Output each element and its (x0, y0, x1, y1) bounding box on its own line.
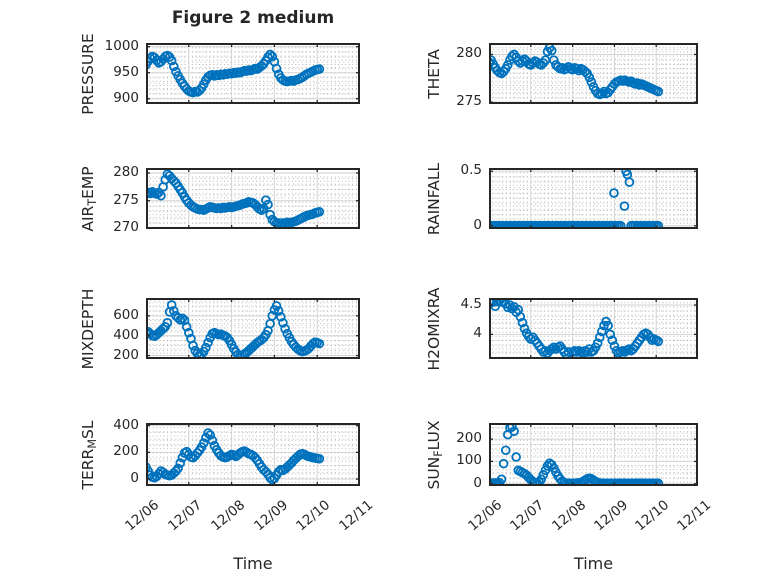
data-markers (489, 168, 664, 229)
plot-area (146, 43, 360, 104)
y-tick-label: 200 (113, 346, 139, 363)
y-tick-label: 0 (473, 474, 482, 491)
axes-border (489, 168, 698, 229)
axes-border (146, 168, 360, 229)
y-tick-label: 0 (130, 470, 139, 487)
plot-area (146, 168, 360, 229)
subplot-terr-msl: 0 200 400 TERRMSL 12/06 12/07 12/08 12/09 12/10 1… (79, 417, 376, 535)
y-tick-label: 100 (456, 452, 482, 469)
plot-area (489, 423, 698, 486)
y-axis-label: H2OMIXRA (425, 286, 443, 371)
plot-area (489, 168, 698, 229)
y-tick-label: 400 (113, 326, 139, 343)
subplot-sun-flux: 0 100 200 SUNFLUX 12/06 12/07 12/08 12/09 12/10 1… (425, 420, 714, 534)
data-markers (146, 49, 325, 98)
y-axis-label: AIRTEMP (79, 165, 100, 232)
y-tick-label: 4.5 (460, 296, 482, 313)
subplot-air-temp: 270 275 280 AIRTEMP (79, 164, 360, 235)
y-tick-label: 400 (113, 416, 139, 433)
data-markers (146, 428, 325, 485)
y-tick-label: 4 (473, 325, 482, 342)
x-tick-label: 12/08 (548, 497, 589, 535)
subplot-theta: 275 280 THETA (425, 43, 698, 109)
x-tick-label: 12/09 (590, 497, 631, 535)
data-markers (146, 300, 325, 359)
x-tick-label: 12/10 (293, 497, 334, 535)
x-tick-label: 12/07 (507, 497, 548, 535)
axes-border (146, 423, 360, 486)
x-tick-label: 12/11 (336, 497, 377, 535)
x-tick-label: 12/06 (465, 497, 506, 535)
x-axis-label-left: Time (233, 554, 273, 573)
y-tick-label: 950 (113, 63, 139, 80)
figure-title: Figure 2 medium (171, 8, 335, 28)
y-tick-label: 280 (456, 45, 482, 62)
y-tick-label: 200 (113, 443, 139, 460)
y-axis-label: PRESSURE (79, 32, 97, 115)
y-tick-label: 275 (456, 93, 482, 110)
y-tick-label: 270 (113, 219, 139, 236)
data-markers (489, 423, 664, 486)
x-tick-label: 12/06 (122, 497, 163, 535)
plot-area (489, 298, 698, 359)
y-axis-label: TERRMSL (79, 420, 100, 489)
axes-border (146, 298, 360, 359)
subplot-h2omixra: 4 4.5 H2OMIXRA (425, 287, 698, 370)
x-tick-label: 12/11 (674, 497, 715, 535)
subplot-pressure: 900 950 1000 PRESSURE (79, 33, 360, 114)
axes-border (489, 423, 698, 486)
plot-area (146, 423, 360, 486)
data-markers (489, 298, 664, 359)
y-tick-label: 900 (113, 89, 139, 106)
y-axis-label: THETA (425, 48, 443, 99)
axes-border (146, 43, 360, 104)
x-tick-label: 12/10 (632, 497, 673, 535)
x-tick-label: 12/08 (207, 497, 248, 535)
x-tick-label: 12/09 (250, 497, 291, 535)
y-axis-label: SUNFLUX (425, 419, 446, 490)
y-tick-label: 0.5 (460, 162, 482, 179)
y-tick-label: 600 (113, 306, 139, 323)
subplot-rainfall: 0 0.5 RAINFALL (425, 162, 698, 235)
data-markers (146, 169, 325, 229)
y-tick-label: 0 (473, 216, 482, 233)
x-tick-label: 12/07 (165, 497, 206, 535)
y-axis-label: RAINFALL (425, 162, 443, 235)
y-axis-label: MIXDEPTH (79, 288, 97, 369)
data-markers (489, 43, 664, 100)
plot-area (146, 298, 360, 359)
x-axis-label-right: Time (573, 554, 614, 573)
y-tick-label: 275 (113, 191, 139, 208)
y-tick-label: 1000 (104, 37, 139, 54)
axes-border (489, 43, 698, 104)
minor-grid-lines (146, 43, 360, 104)
axes-border (489, 298, 698, 359)
y-tick-label: 280 (113, 164, 139, 180)
minor-grid-lines (489, 168, 698, 229)
subplot-mixdepth: 200 400 600 MIXDEPTH (79, 288, 360, 369)
plot-area (489, 43, 698, 104)
minor-grid-lines (146, 168, 360, 229)
y-tick-label: 200 (456, 430, 482, 447)
